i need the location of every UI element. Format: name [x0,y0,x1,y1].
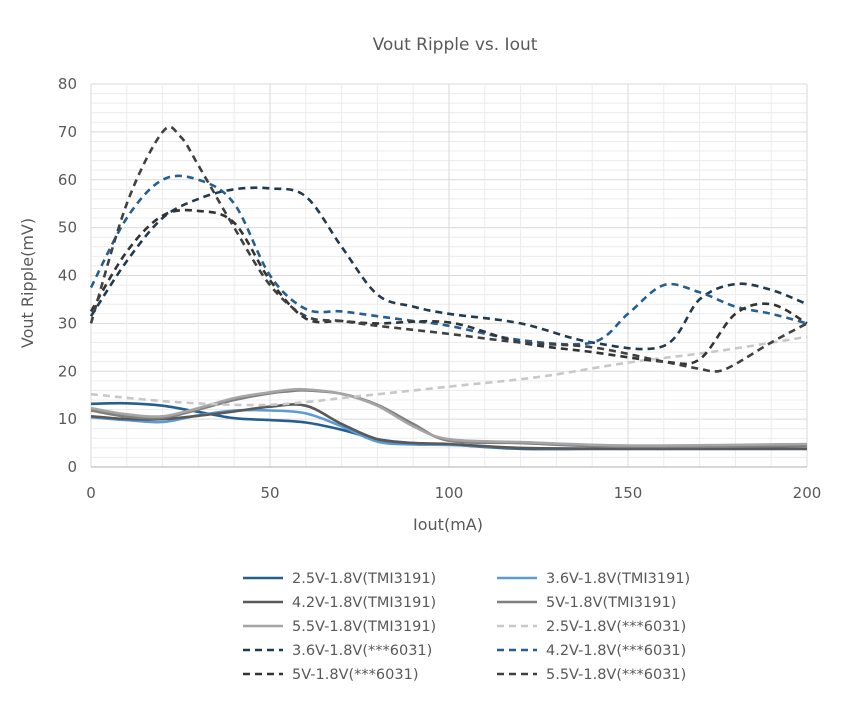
x-tick-label: 200 [793,484,822,502]
series-line [90,403,808,451]
y-tick-label: 80 [58,75,77,93]
legend: 2.5V-1.8V(TMI3191) 3.6V-1.8V(TMI3191) 4.2V… [243,571,690,683]
legend-label: 3.6V-1.8V(TMI3191) [546,571,690,587]
x-tick-label: 150 [614,484,643,502]
chart-title: Vout Ripple vs. Iout [373,35,538,55]
legend-label: 5.5V-1.8V(TMI3191) [292,619,436,635]
y-tick-label: 30 [58,314,77,332]
series-line [89,125,808,373]
x-axis-title: Iout(mA) [413,515,483,534]
x-tick-label: 0 [86,484,96,502]
y-axis-title: Vout Ripple(mV) [18,218,37,348]
legend-label: 2.5V-1.8V(TMI3191) [292,571,436,587]
y-tick-label: 70 [58,123,77,141]
legend-label: 2.5V-1.8V(***6031) [546,619,686,635]
legend-label: 3.6V-1.8V(***6031) [292,643,432,659]
y-tick-label: 0 [67,458,77,476]
tick-labels: 0 10 20 30 40 50 60 70 80 0 50 100 150 200 [58,75,821,502]
y-tick-label: 40 [58,267,77,285]
legend-label: 5.5V-1.8V(***6031) [546,667,686,683]
y-tick-label: 10 [58,410,77,428]
legend-label: 4.2V-1.8V(TMI3191) [292,595,436,611]
legend-label: 5V-1.8V(***6031) [292,667,418,683]
legend-label: 4.2V-1.8V(***6031) [546,643,686,659]
series-line [89,186,808,351]
grid [90,83,808,468]
y-tick-label: 60 [58,171,77,189]
y-tick-label: 20 [58,362,77,380]
x-tick-label: 50 [260,484,279,502]
series-line [89,208,808,366]
y-tick-label: 50 [58,219,77,237]
legend-label: 5V-1.8V(TMI3191) [546,595,676,611]
series-line [90,387,808,447]
x-tick-label: 100 [435,484,464,502]
series-layer [89,125,808,451]
series-line [90,335,808,407]
